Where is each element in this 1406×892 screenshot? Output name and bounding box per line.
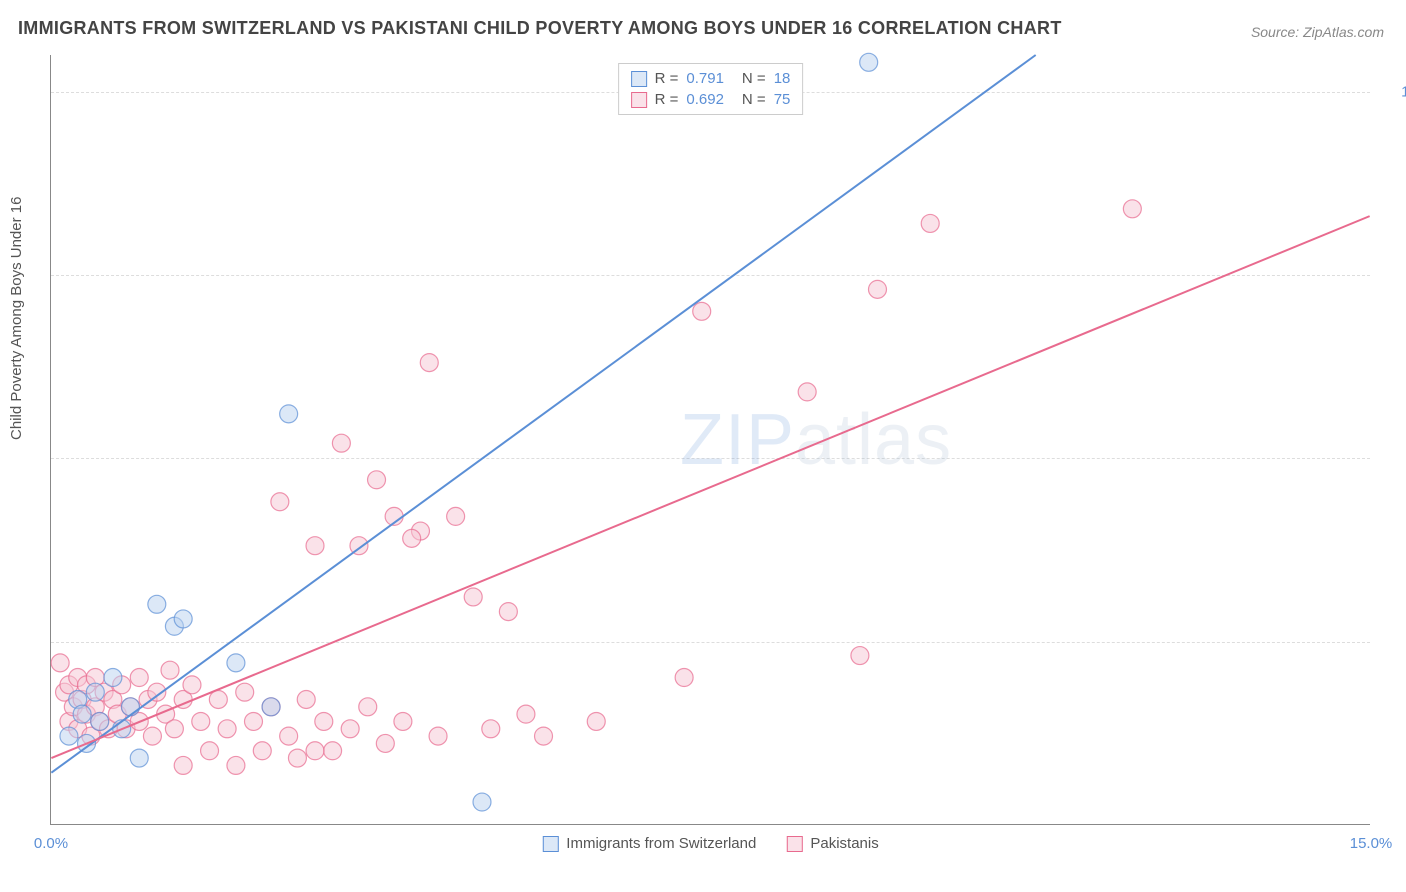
data-point xyxy=(130,669,148,687)
data-point xyxy=(288,749,306,767)
data-point xyxy=(130,749,148,767)
legend-n-value: 18 xyxy=(774,70,791,87)
data-point xyxy=(368,471,386,489)
data-point xyxy=(148,595,166,613)
data-point xyxy=(482,720,500,738)
data-point xyxy=(429,727,447,745)
data-point xyxy=(587,712,605,730)
y-tick-label: 100.0% xyxy=(1377,83,1406,100)
data-point xyxy=(201,742,219,760)
plot-area: 25.0%50.0%75.0%100.0% 0.0%15.0% ZIPatlas… xyxy=(50,55,1370,825)
legend-row: R = 0.791 N = 18 xyxy=(631,70,791,87)
data-point xyxy=(262,698,280,716)
legend-series-item: Immigrants from Switzerland xyxy=(542,835,756,852)
data-point xyxy=(280,727,298,745)
source-attribution: Source: ZipAtlas.com xyxy=(1251,24,1384,40)
data-point xyxy=(86,683,104,701)
legend-n-label: N = xyxy=(742,70,766,87)
data-point xyxy=(860,53,878,71)
data-point xyxy=(121,698,139,716)
legend-series-name: Pakistanis xyxy=(810,835,878,852)
legend-series-name: Immigrants from Switzerland xyxy=(566,835,756,852)
regression-line xyxy=(51,216,1369,758)
y-tick-label: 50.0% xyxy=(1377,450,1406,467)
data-point xyxy=(535,727,553,745)
scatter-plot-svg xyxy=(51,55,1370,824)
legend-swatch-icon xyxy=(542,836,558,852)
data-point xyxy=(341,720,359,738)
data-point xyxy=(297,691,315,709)
data-point xyxy=(192,712,210,730)
data-point xyxy=(473,793,491,811)
data-point xyxy=(499,603,517,621)
data-point xyxy=(218,720,236,738)
data-point xyxy=(332,434,350,452)
legend-r-label: R = xyxy=(655,70,679,87)
data-point xyxy=(236,683,254,701)
data-point xyxy=(60,727,78,745)
data-point xyxy=(51,654,69,672)
data-point xyxy=(921,214,939,232)
data-point xyxy=(675,669,693,687)
data-point xyxy=(693,302,711,320)
data-point xyxy=(165,720,183,738)
correlation-legend: R = 0.791 N = 18 R = 0.692 N = 75 xyxy=(618,63,804,115)
data-point xyxy=(868,280,886,298)
legend-swatch-icon xyxy=(786,836,802,852)
data-point xyxy=(315,712,333,730)
data-point xyxy=(306,537,324,555)
data-point xyxy=(798,383,816,401)
data-point xyxy=(851,647,869,665)
x-tick-label: 0.0% xyxy=(34,835,68,852)
data-point xyxy=(271,493,289,511)
data-point xyxy=(209,691,227,709)
data-point xyxy=(73,705,91,723)
data-point xyxy=(227,756,245,774)
legend-n-value: 75 xyxy=(774,91,791,108)
legend-r-value: 0.791 xyxy=(686,70,724,87)
data-point xyxy=(161,661,179,679)
legend-row: R = 0.692 N = 75 xyxy=(631,91,791,108)
data-point xyxy=(104,669,122,687)
data-point xyxy=(91,712,109,730)
data-point xyxy=(143,727,161,745)
data-point xyxy=(1123,200,1141,218)
data-point xyxy=(227,654,245,672)
data-point xyxy=(447,507,465,525)
data-point xyxy=(306,742,324,760)
data-point xyxy=(183,676,201,694)
legend-swatch-icon xyxy=(631,71,647,87)
legend-n-label: N = xyxy=(742,91,766,108)
legend-r-label: R = xyxy=(655,91,679,108)
data-point xyxy=(253,742,271,760)
data-point xyxy=(394,712,412,730)
data-point xyxy=(517,705,535,723)
data-point xyxy=(376,734,394,752)
data-point xyxy=(324,742,342,760)
y-tick-label: 75.0% xyxy=(1377,267,1406,284)
y-tick-label: 25.0% xyxy=(1377,633,1406,650)
data-point xyxy=(403,529,421,547)
chart-title: IMMIGRANTS FROM SWITZERLAND VS PAKISTANI… xyxy=(18,18,1062,39)
legend-r-value: 0.692 xyxy=(686,91,724,108)
legend-series-item: Pakistanis xyxy=(786,835,878,852)
data-point xyxy=(359,698,377,716)
data-point xyxy=(280,405,298,423)
data-point xyxy=(174,610,192,628)
data-point xyxy=(245,712,263,730)
series-legend: Immigrants from Switzerland Pakistanis xyxy=(542,835,878,852)
data-point xyxy=(464,588,482,606)
x-tick-label: 15.0% xyxy=(1350,835,1393,852)
data-point xyxy=(174,756,192,774)
legend-swatch-icon xyxy=(631,92,647,108)
y-axis-label: Child Poverty Among Boys Under 16 xyxy=(8,197,25,440)
data-point xyxy=(420,354,438,372)
